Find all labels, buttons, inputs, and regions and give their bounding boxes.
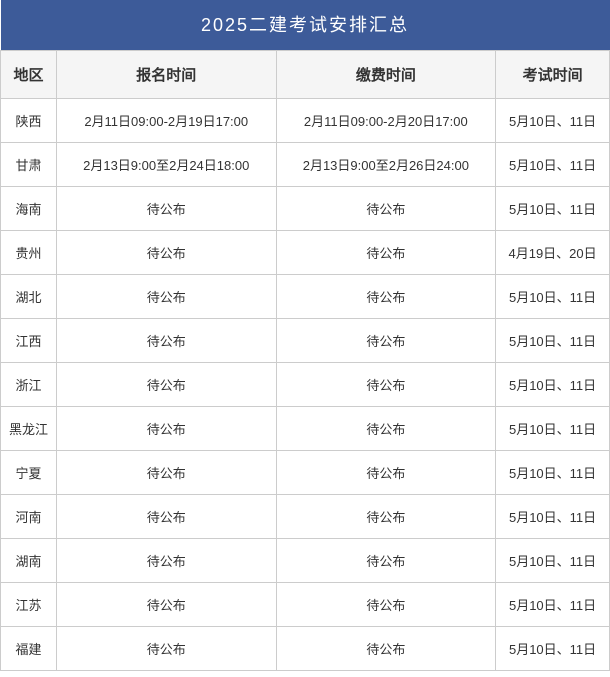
cell-exam: 5月10日、11日 [496,319,610,363]
cell-region: 湖北 [1,275,57,319]
cell-payment: 待公布 [276,319,496,363]
cell-payment: 待公布 [276,187,496,231]
cell-register: 2月11日09:00-2月19日17:00 [56,99,276,143]
table-row: 海南待公布待公布5月10日、11日 [1,187,610,231]
cell-region: 黑龙江 [1,407,57,451]
cell-payment: 2月11日09:00-2月20日17:00 [276,99,496,143]
exam-schedule-table: 2025二建考试安排汇总 地区 报名时间 缴费时间 考试时间 陕西2月11日09… [0,0,610,671]
header-payment: 缴费时间 [276,51,496,99]
title-row: 2025二建考试安排汇总 [1,0,610,51]
header-exam: 考试时间 [496,51,610,99]
cell-exam: 5月10日、11日 [496,407,610,451]
table-row: 黑龙江待公布待公布5月10日、11日 [1,407,610,451]
cell-exam: 5月10日、11日 [496,495,610,539]
table-row: 江西待公布待公布5月10日、11日 [1,319,610,363]
cell-exam: 4月19日、20日 [496,231,610,275]
cell-exam: 5月10日、11日 [496,187,610,231]
cell-payment: 2月13日9:00至2月26日24:00 [276,143,496,187]
cell-register: 待公布 [56,583,276,627]
cell-exam: 5月10日、11日 [496,583,610,627]
cell-region: 甘肃 [1,143,57,187]
table-row: 福建待公布待公布5月10日、11日 [1,627,610,671]
header-register: 报名时间 [56,51,276,99]
cell-payment: 待公布 [276,275,496,319]
cell-region: 湖南 [1,539,57,583]
cell-register: 待公布 [56,451,276,495]
table-row: 陕西2月11日09:00-2月19日17:002月11日09:00-2月20日1… [1,99,610,143]
cell-region: 江西 [1,319,57,363]
cell-register: 待公布 [56,319,276,363]
table-row: 湖南待公布待公布5月10日、11日 [1,539,610,583]
cell-exam: 5月10日、11日 [496,143,610,187]
cell-region: 浙江 [1,363,57,407]
header-region: 地区 [1,51,57,99]
cell-payment: 待公布 [276,231,496,275]
table-body: 陕西2月11日09:00-2月19日17:002月11日09:00-2月20日1… [1,99,610,671]
cell-register: 待公布 [56,495,276,539]
table-row: 宁夏待公布待公布5月10日、11日 [1,451,610,495]
cell-payment: 待公布 [276,627,496,671]
cell-exam: 5月10日、11日 [496,539,610,583]
cell-exam: 5月10日、11日 [496,99,610,143]
cell-register: 待公布 [56,363,276,407]
cell-payment: 待公布 [276,495,496,539]
cell-region: 宁夏 [1,451,57,495]
table-title: 2025二建考试安排汇总 [1,0,610,51]
cell-payment: 待公布 [276,363,496,407]
table-row: 河南待公布待公布5月10日、11日 [1,495,610,539]
cell-region: 贵州 [1,231,57,275]
cell-exam: 5月10日、11日 [496,627,610,671]
table-row: 浙江待公布待公布5月10日、11日 [1,363,610,407]
cell-register: 待公布 [56,407,276,451]
cell-region: 河南 [1,495,57,539]
cell-register: 待公布 [56,539,276,583]
cell-region: 海南 [1,187,57,231]
cell-payment: 待公布 [276,451,496,495]
cell-register: 待公布 [56,275,276,319]
cell-exam: 5月10日、11日 [496,275,610,319]
table-row: 贵州待公布待公布4月19日、20日 [1,231,610,275]
cell-region: 福建 [1,627,57,671]
cell-register: 待公布 [56,187,276,231]
cell-region: 陕西 [1,99,57,143]
table-row: 湖北待公布待公布5月10日、11日 [1,275,610,319]
table-row: 甘肃2月13日9:00至2月24日18:002月13日9:00至2月26日24:… [1,143,610,187]
cell-region: 江苏 [1,583,57,627]
cell-payment: 待公布 [276,539,496,583]
cell-exam: 5月10日、11日 [496,451,610,495]
cell-register: 2月13日9:00至2月24日18:00 [56,143,276,187]
cell-payment: 待公布 [276,583,496,627]
cell-exam: 5月10日、11日 [496,363,610,407]
cell-register: 待公布 [56,231,276,275]
cell-register: 待公布 [56,627,276,671]
cell-payment: 待公布 [276,407,496,451]
table-row: 江苏待公布待公布5月10日、11日 [1,583,610,627]
header-row: 地区 报名时间 缴费时间 考试时间 [1,51,610,99]
